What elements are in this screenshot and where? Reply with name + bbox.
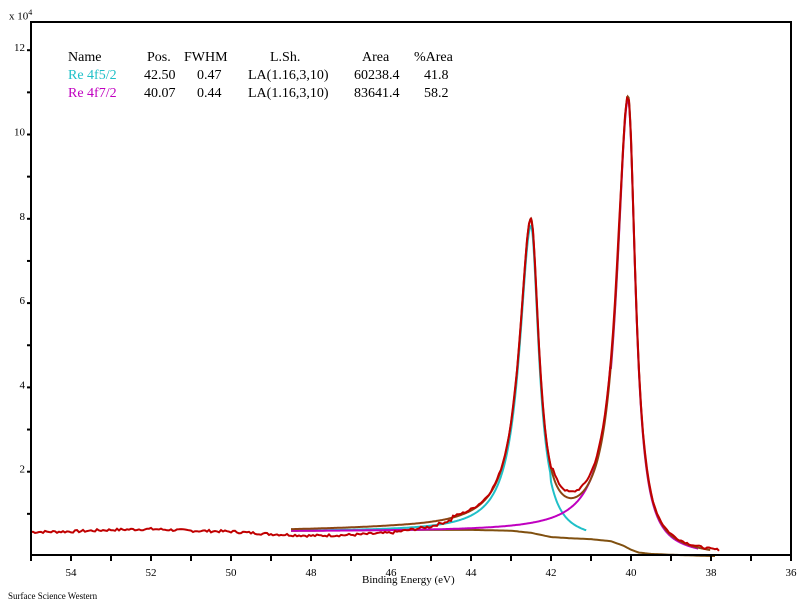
x-tick-label: 52 [146, 567, 157, 579]
x-tick-label: 42 [546, 567, 557, 579]
row2-pos: 40.07 [144, 86, 176, 101]
x-tick-label: 36 [786, 567, 797, 579]
x-tick-label: 44 [466, 567, 478, 579]
header-name: Name [68, 50, 102, 65]
row2-percent-area: 58.2 [424, 86, 449, 101]
plot-curves [30, 94, 720, 557]
y-multiplier-exponent: 4 [28, 8, 33, 17]
row1-name: Re 4f5/2 [68, 68, 117, 83]
x-tick-label: 46 [386, 567, 398, 579]
row2-name: Re 4f7/2 [68, 86, 117, 101]
x-tick-label: 48 [306, 567, 318, 579]
header-fwhm: FWHM [184, 50, 228, 65]
header-lineshape: L.Sh. [270, 50, 301, 65]
y-tick-label: 10 [14, 127, 26, 139]
header-area: Area [362, 50, 390, 65]
x-tick-label: 40 [626, 567, 638, 579]
plot-frame [30, 21, 792, 556]
row2-area: 83641.4 [354, 86, 400, 101]
raw-data-curve [30, 95, 720, 552]
x-axis-label: Binding Energy (eV) [362, 574, 455, 586]
x-tick-label: 54 [66, 567, 78, 579]
x-tick-label: 50 [226, 567, 238, 579]
y-tick-label: 2 [20, 464, 26, 476]
x-axis-ticks: 54 52 50 48 46 44 42 40 38 36 [30, 555, 797, 579]
row1-lineshape: LA(1.16,3,10) [248, 68, 329, 83]
row1-percent-area: 41.8 [424, 68, 449, 83]
row1-fwhm: 0.47 [197, 68, 222, 83]
row2-lineshape: LA(1.16,3,10) [248, 86, 329, 101]
axes [30, 21, 792, 556]
y-tick-label: 4 [20, 379, 26, 391]
row2-fwhm: 0.44 [197, 86, 222, 101]
header-pos: Pos. [147, 50, 171, 65]
row1-area: 60238.4 [354, 68, 400, 83]
header-percent-area: %Area [414, 50, 453, 65]
y-multiplier-base: x 10 [9, 10, 29, 23]
envelope-curve [291, 94, 711, 551]
footer-credit: Surface Science Western [8, 591, 98, 601]
row1-pos: 42.50 [144, 68, 176, 83]
y-axis-ticks: 2 4 6 8 10 12 [14, 42, 31, 515]
y-axis-multiplier: x 104 [9, 8, 32, 23]
y-tick-label: 12 [14, 42, 25, 54]
x-tick-label: 38 [706, 567, 718, 579]
y-tick-label: 6 [20, 295, 26, 307]
background-curve [291, 528, 715, 557]
y-tick-label: 8 [20, 211, 26, 223]
